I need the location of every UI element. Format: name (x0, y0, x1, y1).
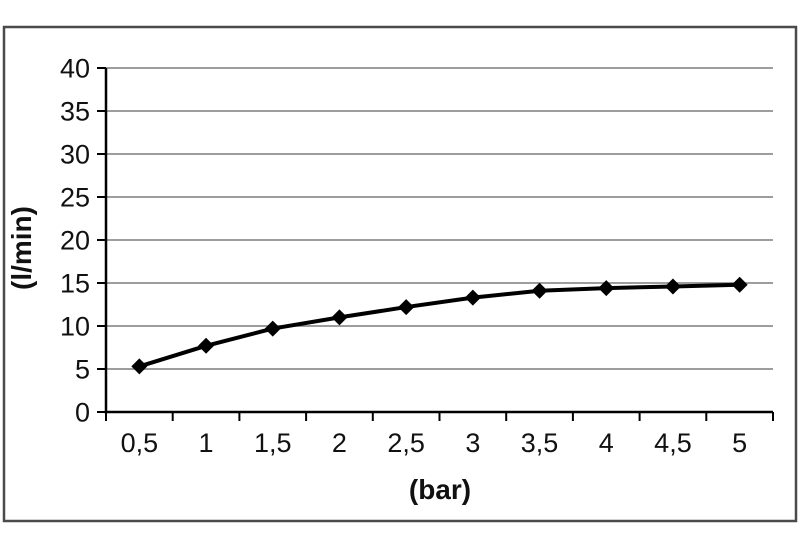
y-tick-label: 25 (60, 183, 90, 213)
x-tick-label: 2 (332, 428, 347, 458)
x-tick-label: 3 (465, 428, 480, 458)
x-tick-label: 2,5 (387, 428, 425, 458)
x-tick-label: 0,5 (121, 428, 159, 458)
data-point-marker (664, 278, 681, 295)
image-border (2, 25, 798, 523)
plot-area: 0 5 10 15 20 25 30 35 40 0,5 1 1,5 2 2,5 3 3,5 4 4,5 5 (60, 54, 774, 458)
y-tick-label: 40 (60, 54, 90, 84)
data-point-marker (598, 280, 615, 297)
x-tick-label: 3,5 (521, 428, 559, 458)
y-tick-label: 35 (60, 97, 90, 127)
y-axis-title: (l/min) (6, 206, 37, 290)
x-tick-label: 1 (199, 428, 214, 458)
data-point-marker (264, 320, 281, 337)
y-tick-label: 15 (60, 269, 90, 299)
data-point-marker (731, 276, 748, 293)
y-tick-label: 30 (60, 140, 90, 170)
data-point-marker (331, 309, 348, 326)
x-tick-label: 1,5 (254, 428, 292, 458)
y-tick-label: 20 (60, 226, 90, 256)
data-line (138, 282, 740, 369)
data-point-marker (464, 289, 481, 306)
data-point-marker (398, 299, 415, 316)
data-point-marker (198, 337, 215, 354)
data-point-marker (131, 358, 148, 375)
x-tick-label: 5 (732, 428, 747, 458)
x-tick-label: 4 (599, 428, 614, 458)
y-tick-label: 10 (60, 312, 90, 342)
y-tick-label: 0 (75, 398, 90, 428)
data-point-marker (531, 282, 548, 299)
x-tick-label: 4,5 (654, 428, 692, 458)
x-axis-title: (bar) (409, 474, 471, 505)
y-tick-label: 5 (75, 355, 90, 385)
